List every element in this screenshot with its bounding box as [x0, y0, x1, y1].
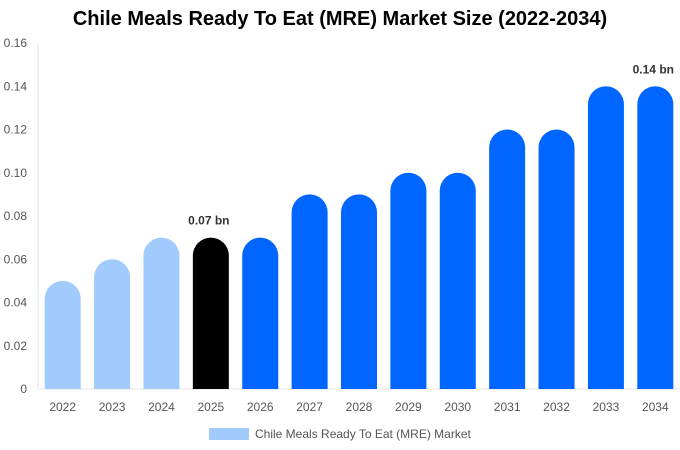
x-tick-label: 2033: [593, 400, 620, 414]
x-tick-label: 2028: [346, 400, 373, 414]
chart-title: Chile Meals Ready To Eat (MRE) Market Si…: [72, 8, 608, 30]
bar-2034: [637, 86, 674, 389]
bar-2033: [587, 86, 624, 389]
y-tick-label: 0.08: [4, 209, 28, 223]
y-tick-label: 0: [20, 382, 27, 396]
y-tick-label: 0.04: [4, 296, 28, 310]
bar-2029: [390, 172, 427, 389]
x-tick-label: 2032: [543, 400, 570, 414]
y-tick-label: 0.02: [4, 339, 28, 353]
data-label: 0.14 bn: [633, 62, 674, 76]
bar-2032: [538, 129, 575, 389]
bar-2026: [242, 237, 279, 389]
x-tick-label: 2031: [494, 400, 521, 414]
x-tick-label: 2034: [642, 400, 669, 414]
x-tick-label: 2025: [197, 400, 224, 414]
bar-2028: [341, 194, 377, 389]
x-tick-label: 2030: [444, 400, 471, 414]
bar-2024: [143, 237, 180, 389]
bar-2031: [489, 129, 526, 389]
bar-2022: [44, 280, 81, 389]
x-tick-label: 2029: [395, 400, 422, 414]
x-tick-label: 2022: [49, 400, 76, 414]
x-tick-label: 2024: [148, 400, 175, 414]
bar-2027: [291, 194, 328, 389]
y-tick-label: 0.14: [4, 79, 28, 93]
x-tick-label: 2027: [296, 400, 323, 414]
y-tick-label: 0.16: [4, 36, 28, 50]
bar-2025: [192, 237, 229, 389]
legend-swatch: [209, 428, 249, 440]
y-tick-label: 0.06: [4, 252, 28, 266]
y-tick-label: 0.10: [4, 166, 28, 180]
bar-2030: [439, 172, 476, 389]
bar-2023: [94, 259, 131, 389]
data-label: 0.07 bn: [188, 214, 229, 228]
legend-label: Chile Meals Ready To Eat (MRE) Market: [255, 427, 472, 441]
y-tick-label: 0.12: [4, 123, 28, 137]
x-tick-label: 2026: [247, 400, 274, 414]
x-tick-label: 2023: [99, 400, 126, 414]
